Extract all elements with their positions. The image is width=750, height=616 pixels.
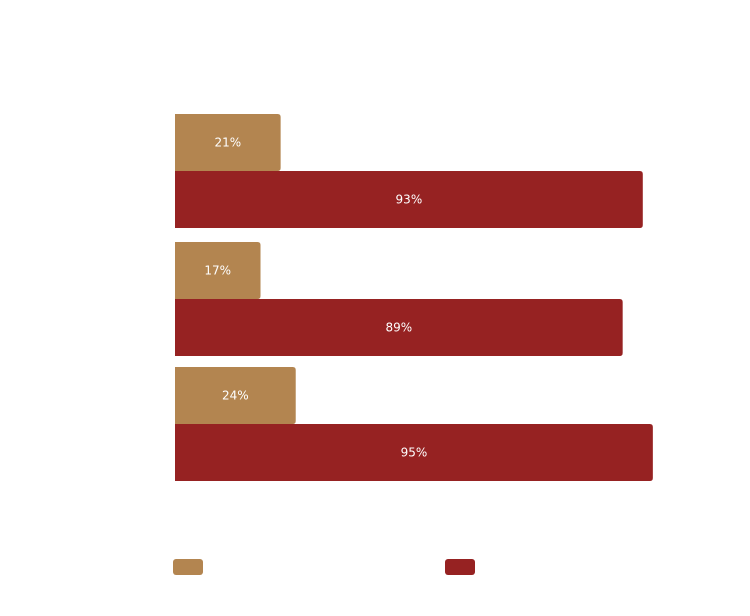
bar-series-1-group-1: [175, 114, 281, 171]
bar-value-label-series-1-group-1: 21%: [214, 136, 241, 150]
bar-series-1-group-3: [175, 367, 296, 424]
bar-value-label-series-2-group-1: 93%: [396, 193, 423, 207]
bar-series-2-group-2: [175, 299, 623, 356]
legend-swatch-series-2: [445, 559, 475, 575]
legend-swatch-series-1: [173, 559, 203, 575]
bar-series-1-group-2: [175, 242, 261, 299]
bar-value-label-series-2-group-3: 95%: [401, 446, 428, 460]
bar-series-2-group-1: [175, 171, 643, 228]
bar-value-label-series-1-group-2: 17%: [204, 264, 231, 278]
bar-series-2-group-3: [175, 424, 653, 481]
bar-value-label-series-1-group-3: 24%: [222, 389, 249, 403]
bar-value-label-series-2-group-2: 89%: [385, 321, 412, 335]
